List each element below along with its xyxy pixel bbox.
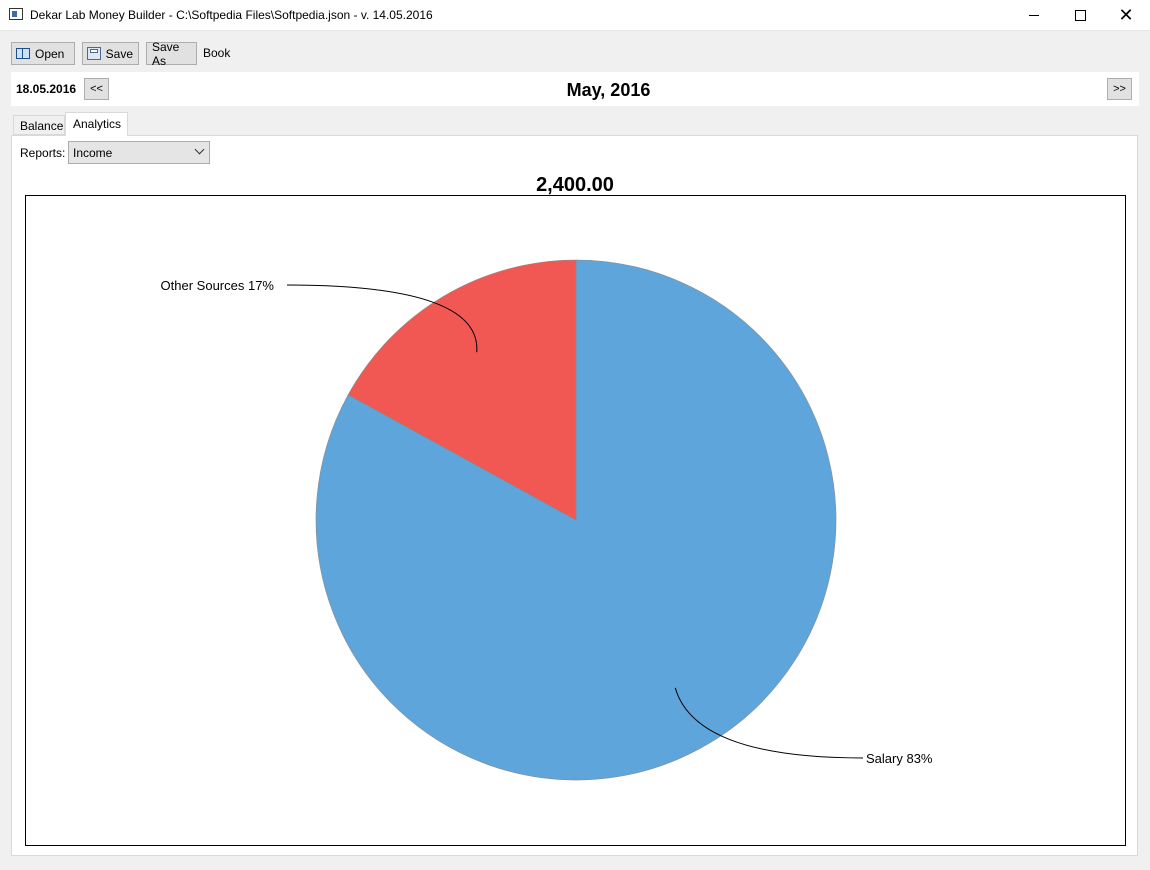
open-button[interactable]: Open — [11, 42, 75, 65]
leader-line — [674, 687, 864, 759]
save-as-button-label: Save As — [152, 39, 180, 68]
tab-balance[interactable]: Balance — [13, 115, 65, 135]
chart-total: 2,400.00 — [536, 174, 614, 196]
save-as-button[interactable]: Save As — [146, 39, 197, 68]
pie-slice-other-sources — [347, 259, 577, 521]
pie-chart: Salary 83% Other Sources 17% — [161, 259, 933, 781]
close-icon: ✕ — [1118, 5, 1134, 25]
window-title: Dekar Lab Money Builder - C:\Softpedia F… — [30, 8, 433, 22]
month-title: May, 2016 — [566, 80, 651, 100]
leader-line — [286, 284, 478, 353]
slice-label: Salary 83% — [866, 751, 933, 766]
save-button[interactable]: Save — [82, 42, 139, 65]
date-navigation-bar: 18.05.2016 << May, 2016 >> — [11, 72, 1139, 106]
chevron-down-icon — [194, 144, 205, 155]
toolbar: Open Save Save As Book — [0, 31, 1150, 71]
current-date: 18.05.2016 — [16, 82, 77, 96]
title-bar: Dekar Lab Money Builder - C:\Softpedia F… — [0, 0, 1150, 31]
save-icon — [87, 47, 101, 60]
maximize-icon — [1074, 9, 1086, 21]
reports-label: Reports: — [20, 146, 66, 160]
reports-select[interactable]: Income — [68, 141, 210, 164]
minimize-icon — [1029, 14, 1039, 16]
tab-analytics[interactable]: Analytics — [65, 112, 128, 136]
close-button[interactable]: ✕ — [1103, 0, 1149, 30]
open-button-label: Open — [35, 46, 65, 61]
book-label: Book — [203, 46, 231, 60]
app-icon — [9, 8, 23, 20]
maximize-button[interactable] — [1057, 0, 1103, 30]
open-book-icon — [16, 48, 30, 59]
minimize-button[interactable] — [1011, 0, 1057, 30]
previous-month-button[interactable]: << — [84, 78, 109, 100]
save-button-label: Save — [105, 46, 133, 61]
reports-select-value: Income — [73, 146, 113, 160]
slice-label: Other Sources 17% — [161, 278, 275, 293]
next-month-button[interactable]: >> — [1107, 78, 1132, 100]
